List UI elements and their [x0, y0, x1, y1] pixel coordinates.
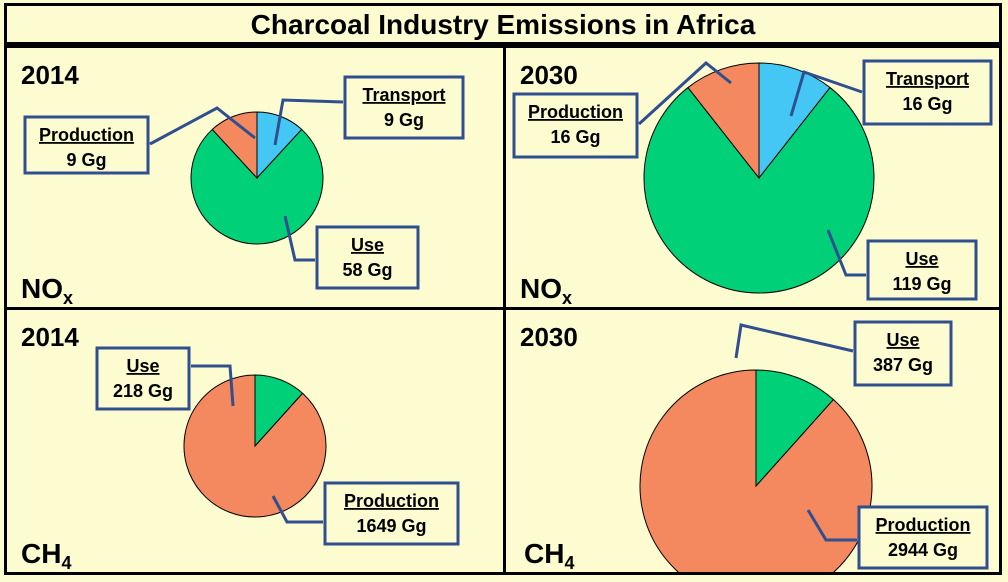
- pie-slice-use: [254, 374, 304, 448]
- gas-subscript: x: [562, 288, 572, 307]
- callout-label-use: Use: [126, 356, 159, 376]
- gas-label: CH4: [21, 538, 71, 572]
- gas-subscript: 4: [564, 553, 574, 572]
- data-label-use: 387 Gg: [873, 355, 933, 375]
- pie-slice-transport: [758, 62, 831, 180]
- callout-box-production: [857, 505, 989, 570]
- callout-line-use: [734, 323, 854, 359]
- pie-slice-production: [639, 369, 873, 582]
- callout-label-production: Production: [876, 515, 971, 535]
- year-label: 2014: [21, 60, 79, 90]
- callout-label-use: Use: [886, 330, 919, 350]
- callout-box-use: [315, 225, 420, 290]
- callout-label-production: Production: [344, 491, 439, 511]
- data-label-transport: 16 Gg: [902, 94, 952, 114]
- callout-line-use: [283, 215, 315, 262]
- year-label: 2030: [520, 60, 578, 90]
- callout-line-use: [191, 364, 235, 407]
- callout-line-transport: [789, 70, 863, 117]
- pie-chart-ch4-2014: 2014 CH4 Production 1649 Gg Use 218 Gg: [21, 322, 460, 573]
- pie-nox-2030: [643, 62, 875, 294]
- pie-slice-production: [211, 111, 258, 180]
- callout-box-transport: [343, 75, 465, 140]
- gas-subscript: x: [63, 288, 73, 307]
- data-label-production: 9 Gg: [66, 150, 106, 170]
- callout-box-production: [23, 115, 150, 175]
- panel-nox-2030: 2030 NOx Transport 16 Gg Use 119 Gg Production…: [503, 45, 1002, 310]
- pie-chart-ch4-2030: 2030 CH4 Production 2944 Gg Use 387 Gg: [520, 320, 989, 582]
- gas-label: CH4: [524, 538, 574, 572]
- callout-box-production: [323, 481, 460, 546]
- gas-label: NOx: [21, 273, 73, 307]
- data-label-use: 119 Gg: [892, 274, 951, 294]
- callout-box-use: [95, 346, 191, 411]
- callout-label-use: Use: [905, 249, 938, 269]
- pie-nox-2014: [190, 111, 324, 245]
- callout-line-production: [637, 61, 732, 126]
- callout-label-transport: Transport: [886, 69, 969, 89]
- callout-box-transport: [862, 59, 993, 126]
- panel-nox-2014: 2014 NOx Transport 9 Gg Use 58 Gg Production 9 …: [4, 45, 506, 310]
- pie-ch4-2014: [183, 374, 327, 518]
- callout-label-production: Production: [39, 125, 134, 145]
- callout-label-production: Production: [528, 102, 623, 122]
- gas-label: NOx: [520, 273, 572, 307]
- chart-title: Charcoal Industry Emissions in Africa: [4, 3, 1002, 45]
- data-label-production: 16 Gg: [550, 127, 600, 147]
- pie-chart-nox-2030: 2030 NOx Transport 16 Gg Use 119 Gg Production…: [512, 59, 993, 308]
- callout-line-production: [271, 495, 323, 524]
- panel-ch4-2014: 2014 CH4 Production 1649 Gg Use 218 Gg: [4, 307, 506, 575]
- data-label-production: 1649 Gg: [356, 516, 426, 536]
- callout-line-use: [826, 229, 866, 277]
- pie-ch4-2030: [639, 369, 873, 582]
- data-label-transport: 9 Gg: [384, 110, 424, 130]
- callout-box-use: [853, 320, 953, 387]
- data-label-use: 218 Gg: [113, 381, 173, 401]
- callout-box-production: [512, 92, 639, 159]
- callout-label-use: Use: [351, 235, 384, 255]
- callout-line-transport: [273, 98, 344, 146]
- panel-ch4-2030: 2030 CH4 Production 2944 Gg Use 387 Gg: [503, 307, 1002, 582]
- callout-label-transport: Transport: [362, 85, 445, 105]
- year-label: 2014: [21, 322, 79, 352]
- data-label-use: 58 Gg: [342, 260, 392, 280]
- year-label: 2030: [520, 322, 578, 352]
- data-label-production: 2944 Gg: [888, 540, 958, 560]
- callout-line-production: [806, 509, 857, 542]
- pie-chart-nox-2014: 2014 NOx Transport 9 Gg Use 58 Gg Production 9 …: [21, 60, 465, 308]
- pie-slice-use: [643, 86, 875, 294]
- pie-slice-use: [190, 128, 324, 245]
- pie-slice-use: [755, 369, 835, 488]
- pie-slice-production: [687, 62, 760, 180]
- gas-subscript: 4: [61, 553, 71, 572]
- callout-line-production: [149, 106, 256, 146]
- callout-box-use: [866, 239, 978, 301]
